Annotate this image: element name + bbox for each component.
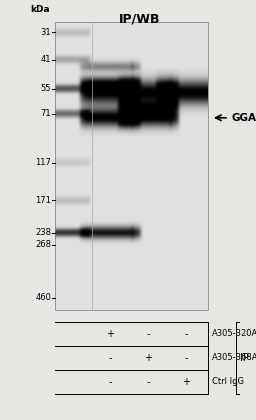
Text: -: - (184, 329, 188, 339)
Text: +: + (106, 329, 114, 339)
Text: +: + (182, 377, 190, 387)
Text: 268: 268 (35, 240, 51, 249)
Text: Ctrl IgG: Ctrl IgG (212, 378, 244, 386)
Text: kDa: kDa (30, 5, 50, 14)
Text: 41: 41 (40, 55, 51, 64)
Text: 171: 171 (35, 196, 51, 205)
Text: GGA1: GGA1 (232, 113, 256, 123)
Text: -: - (146, 329, 150, 339)
Text: IP: IP (240, 353, 249, 363)
Text: -: - (184, 353, 188, 363)
Text: 238: 238 (35, 228, 51, 237)
Text: A305-368A: A305-368A (212, 354, 256, 362)
Text: -: - (108, 353, 112, 363)
Text: 71: 71 (40, 109, 51, 118)
Text: +: + (144, 353, 152, 363)
Text: -: - (146, 377, 150, 387)
Text: 55: 55 (40, 84, 51, 93)
Text: 31: 31 (40, 28, 51, 37)
Text: IP/WB: IP/WB (119, 12, 161, 25)
Bar (55, 22, 208, 310)
Text: 460: 460 (35, 294, 51, 302)
Text: 117: 117 (35, 158, 51, 168)
Text: A305-320A: A305-320A (212, 330, 256, 339)
Text: -: - (108, 377, 112, 387)
